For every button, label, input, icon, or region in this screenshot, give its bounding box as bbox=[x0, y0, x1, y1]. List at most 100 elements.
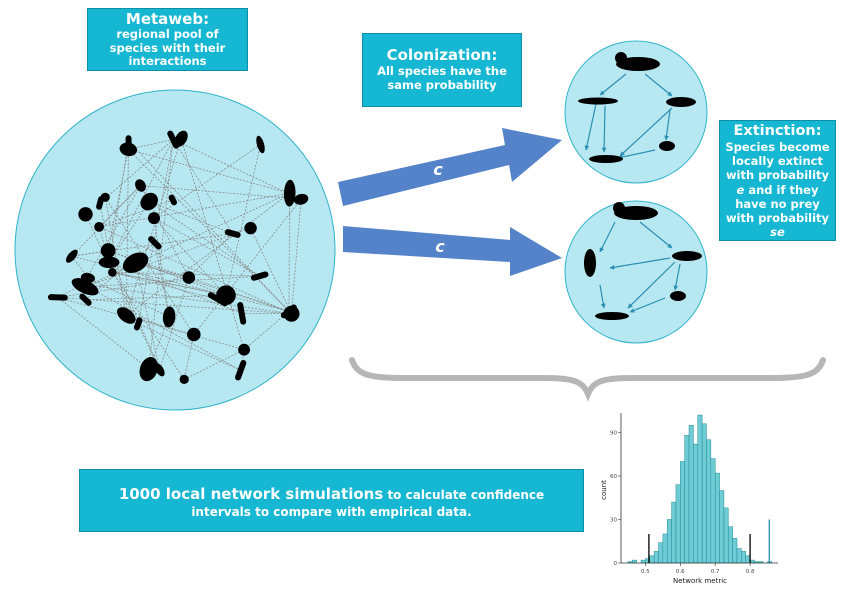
species-silhouette bbox=[238, 343, 251, 356]
interaction-line bbox=[99, 192, 290, 228]
interaction-line bbox=[82, 283, 241, 371]
interaction-line bbox=[112, 271, 227, 296]
interaction-line bbox=[153, 217, 260, 277]
histogram-bar bbox=[632, 559, 637, 564]
interaction-line bbox=[183, 334, 195, 380]
extinction-e-symbol: e bbox=[736, 182, 745, 197]
histogram-bar bbox=[706, 439, 712, 564]
interaction-line bbox=[153, 217, 227, 296]
species-silhouette bbox=[100, 192, 110, 202]
species-silhouette bbox=[94, 222, 104, 232]
histogram-bar bbox=[719, 490, 725, 564]
extinction-line-7: se bbox=[720, 225, 835, 239]
interaction-line bbox=[57, 297, 292, 315]
y-tick-label: 30 bbox=[610, 518, 617, 524]
interaction-line bbox=[125, 140, 129, 316]
histogram-bar bbox=[710, 458, 716, 564]
species-silhouette bbox=[100, 243, 116, 258]
interaction-line bbox=[104, 197, 195, 335]
species-silhouette bbox=[250, 271, 269, 281]
interaction-line bbox=[104, 197, 127, 316]
interaction-line bbox=[126, 192, 290, 316]
interaction-line bbox=[57, 297, 245, 351]
species-silhouette bbox=[80, 272, 95, 283]
interaction-line bbox=[180, 138, 245, 350]
histogram-bar bbox=[688, 425, 694, 564]
interaction-line bbox=[98, 199, 173, 228]
histogram-bar bbox=[701, 423, 707, 564]
interaction-line bbox=[153, 144, 261, 219]
interaction-line bbox=[243, 310, 290, 351]
interaction-line bbox=[173, 139, 302, 200]
histogram-bar bbox=[693, 443, 699, 564]
histogram-bar bbox=[666, 519, 672, 564]
interaction-line bbox=[128, 140, 290, 312]
interaction-line bbox=[107, 250, 160, 370]
local-network-1 bbox=[564, 40, 708, 184]
metaweb-label-box: Metaweb: regional pool of species with t… bbox=[87, 8, 248, 71]
extinction-line-4-rest: and if they bbox=[744, 182, 819, 197]
metaweb-title: Metaweb: bbox=[125, 10, 210, 28]
simulations-line-1: 1000 local network simulations to calcul… bbox=[119, 484, 544, 503]
interaction-line bbox=[57, 277, 189, 298]
species-silhouette bbox=[148, 212, 160, 225]
interaction-line bbox=[108, 140, 129, 263]
histogram-bar bbox=[697, 414, 703, 564]
interaction-line bbox=[149, 201, 233, 234]
interaction-line bbox=[159, 277, 190, 370]
extinction-line-5: have no prey bbox=[735, 196, 820, 211]
species-silhouette bbox=[79, 293, 92, 306]
y-tick-label: 0 bbox=[614, 561, 618, 567]
interaction-line bbox=[71, 233, 233, 257]
species-silhouette bbox=[293, 193, 309, 205]
x-tick-label: 0.7 bbox=[711, 569, 720, 575]
metaweb-subtitle-line-2: species with their bbox=[109, 40, 226, 55]
interaction-line bbox=[99, 139, 174, 204]
species-silhouette bbox=[162, 306, 176, 328]
species-silhouette bbox=[182, 271, 196, 284]
y-tick-label: 60 bbox=[610, 474, 617, 480]
colonization-line-1: All species have the bbox=[377, 64, 507, 78]
simulations-line-2: intervals to compare with empirical data… bbox=[191, 505, 472, 519]
interaction-line bbox=[193, 199, 302, 335]
histogram-bar bbox=[649, 555, 655, 564]
species-silhouette bbox=[256, 135, 265, 154]
metaweb-subtitle-line-3: interactions bbox=[128, 54, 207, 68]
arrow-top bbox=[338, 128, 562, 206]
species-silhouette bbox=[154, 363, 165, 377]
species-silhouette bbox=[125, 135, 132, 147]
histogram-bar bbox=[749, 559, 755, 564]
species-silhouette bbox=[207, 292, 228, 307]
species-silhouette bbox=[237, 302, 247, 325]
species-silhouette bbox=[283, 305, 300, 322]
histogram-bar bbox=[671, 501, 677, 564]
species-silhouette bbox=[108, 268, 117, 277]
interaction-line bbox=[291, 199, 302, 314]
species-silhouette bbox=[168, 194, 178, 206]
species-silhouette bbox=[135, 179, 146, 192]
histogram-chart: 0.5 0.6 0.7 0.8 0 30 60 90 Network metric count bbox=[600, 413, 778, 585]
interaction-line bbox=[172, 139, 234, 234]
interaction-line bbox=[148, 201, 260, 277]
simulations-line-1-rest: to calculate confidence bbox=[383, 488, 545, 502]
interaction-line bbox=[87, 277, 170, 318]
histogram-bar bbox=[732, 538, 738, 564]
interaction-line bbox=[250, 227, 292, 314]
histogram-bar bbox=[714, 472, 720, 564]
interaction-line bbox=[85, 294, 227, 301]
extinction-line-6: with probability bbox=[725, 211, 830, 226]
local-network-2 bbox=[564, 200, 708, 344]
histogram-bar bbox=[653, 551, 659, 564]
interaction-line bbox=[128, 139, 174, 150]
arrow-bottom bbox=[343, 226, 562, 276]
interaction-line bbox=[111, 272, 185, 380]
y-tick-label: 90 bbox=[610, 431, 617, 437]
interaction-line bbox=[135, 262, 160, 370]
interaction-line bbox=[225, 144, 261, 296]
interaction-line bbox=[108, 261, 242, 314]
extinction-line-3: with probability bbox=[725, 168, 830, 183]
histogram-bar bbox=[728, 526, 733, 564]
species-silhouette bbox=[179, 374, 189, 384]
interaction-line bbox=[98, 185, 141, 228]
species-silhouette bbox=[167, 130, 180, 149]
